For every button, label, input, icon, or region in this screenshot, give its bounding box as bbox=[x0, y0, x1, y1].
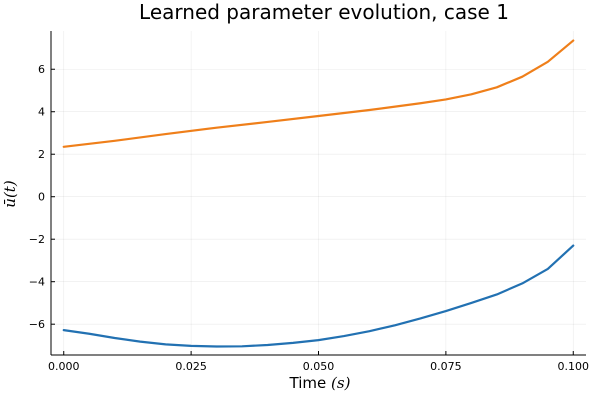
y-tick-label: 0 bbox=[38, 191, 45, 204]
x-tick-label: 0.100 bbox=[558, 360, 590, 373]
x-tick-labels: 0.000 0.025 0.050 0.075 0.100 bbox=[48, 360, 589, 373]
grid-lines bbox=[51, 31, 586, 355]
series-line-1 bbox=[62, 39, 575, 148]
y-tick-label: 2 bbox=[38, 148, 45, 161]
y-tick-labels: −6 −4 −2 0 2 4 6 bbox=[29, 63, 45, 331]
y-tick-label: 6 bbox=[38, 63, 45, 76]
y-tick-label: 4 bbox=[38, 106, 45, 119]
y-tick-label: −2 bbox=[29, 233, 45, 246]
x-axis-label: Time (s) bbox=[289, 374, 351, 392]
series-line-2 bbox=[62, 244, 575, 348]
y-tick-label: −6 bbox=[29, 318, 45, 331]
x-tick-label: 0.025 bbox=[175, 360, 207, 373]
y-axis-label: ū(t) bbox=[1, 180, 19, 208]
x-axis-label-unit: (s) bbox=[331, 374, 351, 392]
axes bbox=[50, 31, 586, 356]
chart-title: Learned parameter evolution, case 1 bbox=[139, 0, 509, 24]
x-axis-label-text: Time bbox=[289, 374, 331, 392]
x-tick-label: 0.050 bbox=[303, 360, 335, 373]
x-tick-label: 0.075 bbox=[430, 360, 462, 373]
x-tick-label: 0.000 bbox=[48, 360, 80, 373]
series-lines bbox=[62, 39, 575, 348]
y-tick-label: −4 bbox=[29, 276, 45, 289]
